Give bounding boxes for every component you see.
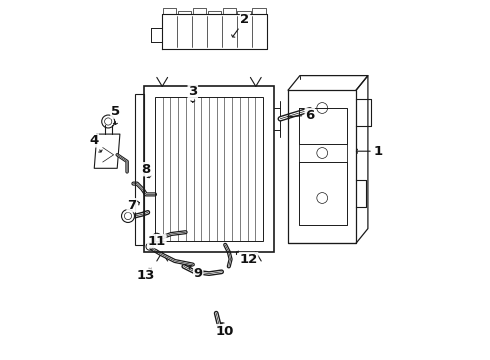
Text: 4: 4 [89,134,102,152]
Text: 1: 1 [356,145,383,158]
Text: 2: 2 [232,13,249,37]
Bar [135,94,144,245]
Bar [144,86,274,252]
Bar [163,8,176,14]
Text: 9: 9 [189,266,203,280]
Bar [178,11,191,14]
Text: 11: 11 [147,235,166,248]
Text: 10: 10 [216,323,234,338]
Text: 7: 7 [127,199,140,212]
Circle shape [122,210,134,222]
Text: 13: 13 [137,268,155,282]
Text: 6: 6 [288,109,315,122]
Text: 8: 8 [142,163,151,177]
Bar [238,11,251,14]
Bar [252,8,266,14]
Text: 12: 12 [236,251,258,266]
Bar [155,97,263,241]
Bar [222,8,236,14]
Text: 5: 5 [111,105,120,125]
Bar [193,8,206,14]
Bar [208,11,221,14]
Text: 3: 3 [188,85,197,102]
